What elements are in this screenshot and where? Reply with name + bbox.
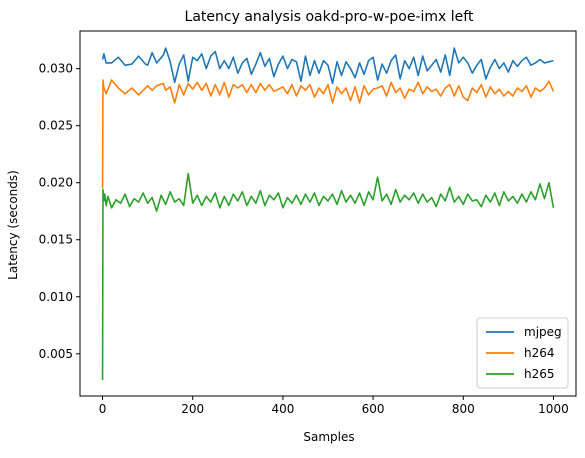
legend-label-h264: h264	[524, 346, 555, 360]
series-layer	[101, 47, 555, 381]
x-tick-label: 0	[99, 402, 107, 416]
x-tick-label: 600	[362, 402, 385, 416]
x-tick-label: 1000	[538, 402, 569, 416]
x-axis-label: Samples	[303, 430, 354, 444]
plot-area	[79, 30, 577, 397]
y-tick-label: 0.015	[39, 233, 73, 247]
y-tick-label: 0.010	[39, 290, 73, 304]
x-tick-label: 800	[452, 402, 475, 416]
y-axis: 0.005 0.010 0.015 0.020 0.025 0.030	[39, 62, 80, 361]
legend-label-h265: h265	[524, 367, 555, 381]
y-tick-label: 0.030	[39, 62, 73, 76]
series-line-h264	[101, 79, 555, 189]
chart-title: Latency analysis oakd-pro-w-poe-imx left	[185, 9, 474, 25]
y-tick-label: 0.020	[39, 176, 73, 190]
series-line-h265	[101, 172, 555, 381]
legend-label-mjpeg: mjpeg	[524, 325, 562, 339]
legend-box	[476, 317, 569, 389]
plot-frame	[79, 30, 577, 397]
x-axis: 0 200 400 600 800 1000	[99, 396, 569, 416]
legend: mjpeg h264 h265	[476, 317, 569, 389]
x-tick-label: 400	[271, 402, 294, 416]
y-tick-label: 0.005	[39, 347, 73, 361]
x-tick-label: 200	[181, 402, 204, 416]
y-tick-label: 0.025	[39, 119, 73, 133]
series-line-mjpeg	[101, 47, 554, 85]
y-axis-label: Latency (seconds)	[6, 170, 20, 280]
